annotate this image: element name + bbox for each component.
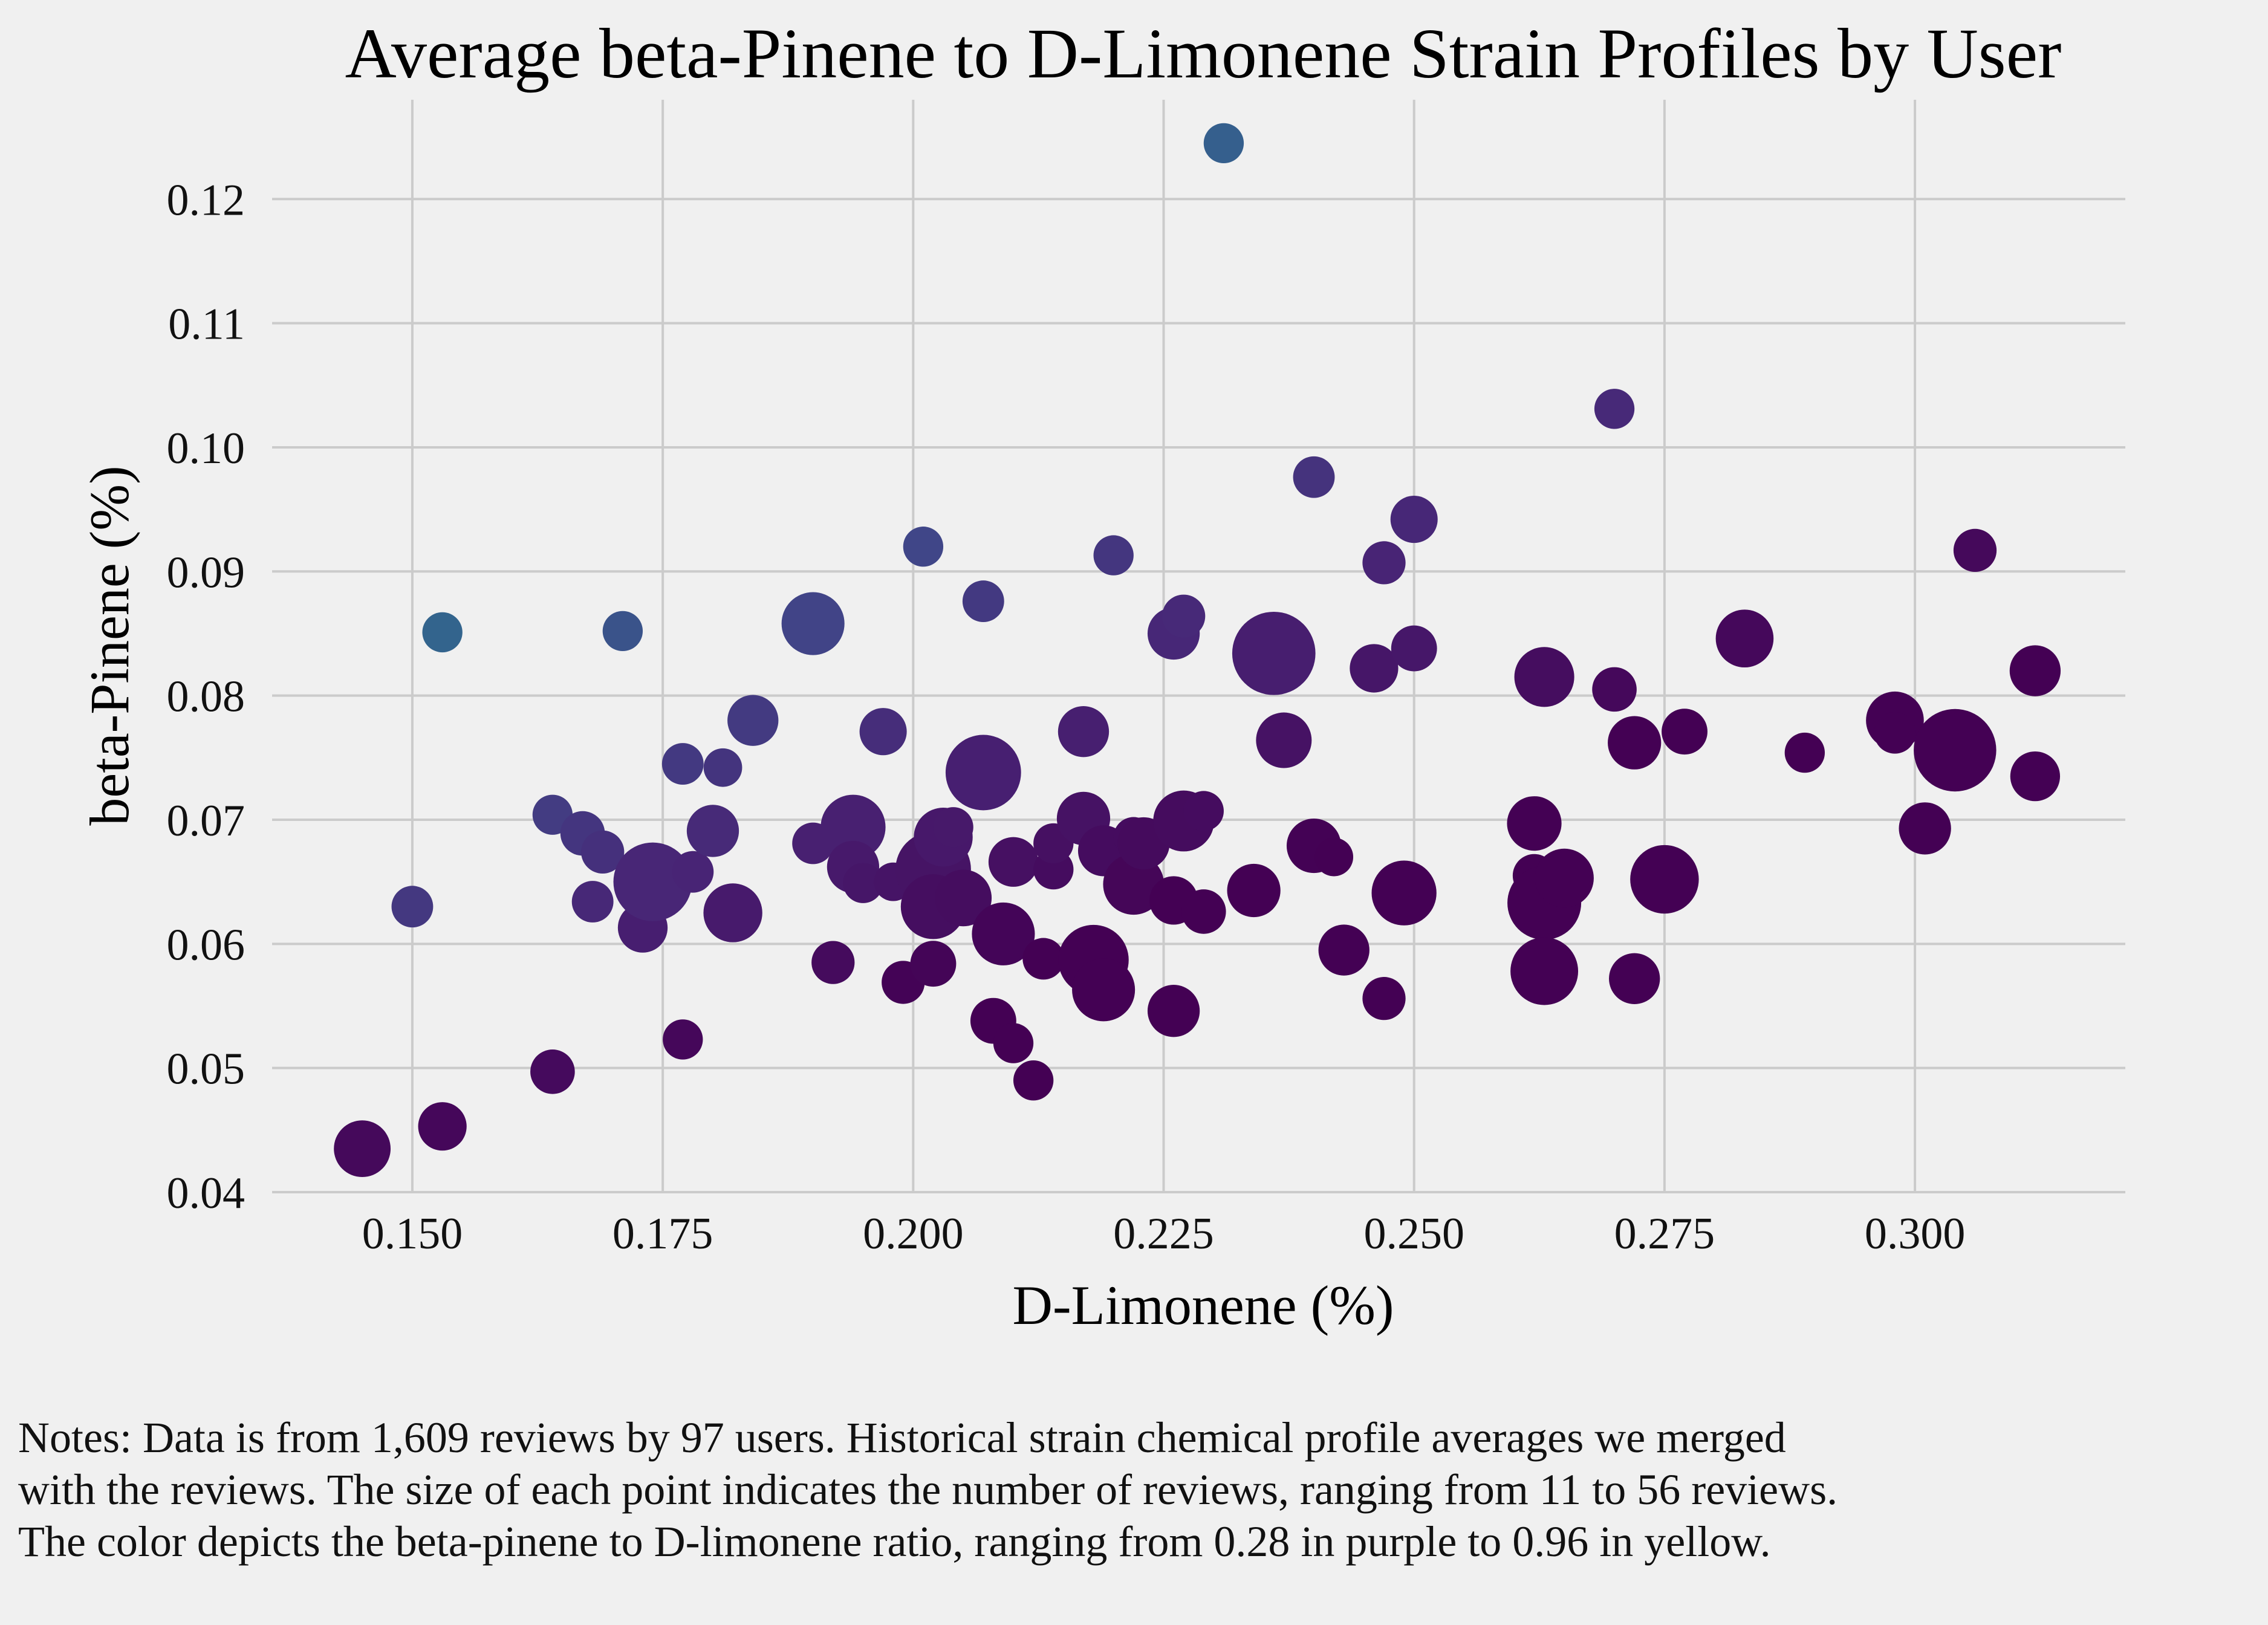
data-point [727,695,779,746]
data-point [581,830,625,874]
chart-title: Average beta-Pinene to D-Limonene Strain… [345,14,2062,93]
data-point [1390,496,1438,543]
data-point [2009,645,2061,696]
y-tick-label: 0.07 [167,796,245,846]
data-point [903,527,944,567]
data-point [1058,706,1110,757]
x-tick-label: 0.200 [863,1209,964,1259]
data-point [1232,611,1316,695]
data-point [1630,845,1699,914]
ytick-labels: 0.04 0.05 0.06 0.07 0.08 0.09 0.10 0.11 0.12 [167,175,245,1218]
data-point [663,1019,703,1060]
y-tick-label: 0.04 [167,1169,245,1218]
notes-line-2: with the reviews. The size of each point… [18,1465,1838,1514]
data-point [1914,709,1997,792]
data-point [1874,712,1916,754]
data-point [820,794,886,860]
data-point [418,1102,467,1151]
grid [272,100,2125,1193]
data-point [1013,1060,1054,1101]
y-tick-label: 0.06 [167,920,245,970]
data-point [1592,667,1637,712]
data-point [1293,456,1335,498]
x-tick-label: 0.225 [1113,1209,1214,1259]
data-point [1227,863,1281,918]
data-point [1514,647,1574,707]
data-point [935,869,992,927]
data-point [972,902,1035,965]
data-point [1314,837,1354,877]
data-point [1594,389,1635,429]
data-point [781,592,845,655]
data-point [1662,709,1707,755]
data-points [334,123,2061,1178]
data-point [910,941,957,987]
y-tick-label: 0.08 [167,672,245,722]
x-tick-label: 0.150 [362,1209,463,1259]
x-tick-label: 0.275 [1614,1209,1715,1259]
data-point [2010,751,2061,802]
data-point [613,842,692,921]
y-tick-label: 0.05 [167,1045,245,1094]
data-point [422,612,463,653]
data-point [530,1049,575,1094]
y-tick-label: 0.12 [167,175,245,225]
data-point [1609,953,1660,1004]
data-point [661,743,704,785]
data-point [1371,860,1437,926]
data-point [672,851,714,893]
data-point [571,881,614,923]
data-point [1103,854,1165,915]
data-point [1362,541,1406,585]
data-point [1072,958,1136,1022]
y-axis-label: beta-Pinene (%) [79,465,140,825]
data-point [1256,712,1312,768]
data-point [602,611,643,652]
data-point [1510,937,1579,1005]
data-point [686,805,739,857]
data-point [1507,796,1562,851]
data-point [988,837,1039,887]
y-tick-label: 0.11 [168,300,245,349]
y-tick-label: 0.09 [167,548,245,597]
data-point [1350,644,1399,693]
data-point [1022,938,1065,980]
data-point [1093,535,1134,576]
data-point [1608,716,1662,770]
data-point [1715,609,1774,667]
data-point [703,748,742,787]
notes-line-1: Notes: Data is from 1,609 reviews by 97 … [18,1413,1786,1462]
x-tick-label: 0.175 [612,1209,713,1259]
data-point [1362,977,1406,1020]
y-tick-label: 0.10 [167,424,245,473]
data-point [1162,594,1206,638]
x-tick-label: 0.300 [1865,1209,1966,1259]
data-point [1147,985,1200,1037]
data-point [703,883,762,942]
data-point [962,580,1004,623]
data-point [859,708,907,756]
data-point [1181,889,1226,934]
x-axis-label: D-Limonene (%) [1013,1274,1394,1336]
data-point [1318,924,1370,976]
data-point [843,863,883,903]
data-point [1535,848,1594,908]
data-point [1953,528,1997,572]
xtick-labels: 0.150 0.175 0.200 0.225 0.250 0.275 0.300 [362,1209,1966,1259]
data-point [811,941,855,984]
data-point [1391,625,1437,672]
notes-line-3: The color depicts the beta-pinene to D-l… [18,1517,1771,1566]
notes: Notes: Data is from 1,609 reviews by 97 … [18,1412,2255,1568]
data-point [993,1023,1034,1063]
data-point [1183,791,1224,831]
data-point [1203,123,1244,164]
data-point [334,1120,391,1178]
data-point [933,807,973,848]
data-point [391,886,434,928]
data-point [945,735,1021,811]
x-tick-label: 0.250 [1363,1209,1464,1259]
data-point [1784,732,1825,773]
data-point [1899,802,1951,855]
